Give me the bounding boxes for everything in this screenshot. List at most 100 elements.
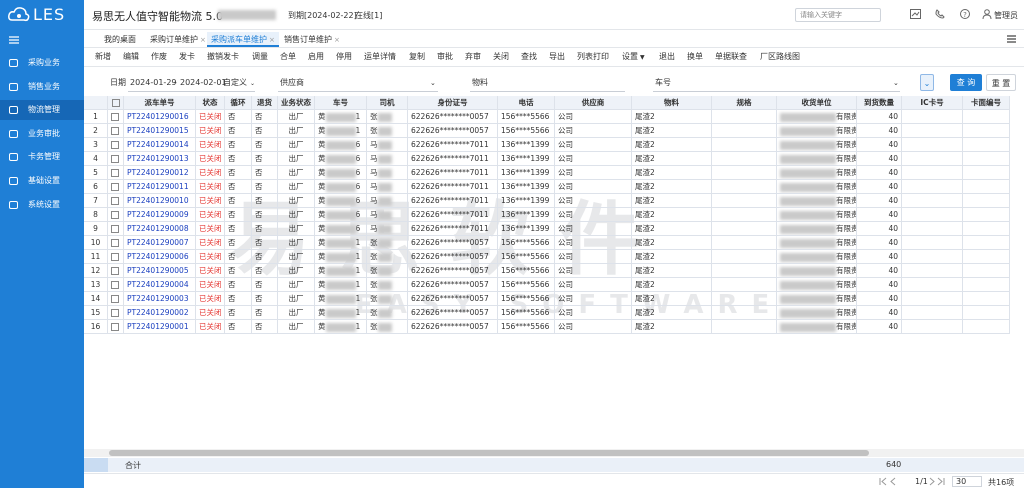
- page-next[interactable]: [929, 477, 953, 486]
- card-face-number: [963, 110, 1010, 124]
- order-number[interactable]: PT22401290006: [124, 250, 196, 264]
- tab[interactable]: 我的桌面: [100, 32, 140, 47]
- order-number[interactable]: PT22401290012: [124, 166, 196, 180]
- checkbox[interactable]: [111, 253, 119, 261]
- icon-chart[interactable]: [910, 9, 921, 19]
- tabs-menu[interactable]: [1007, 35, 1016, 43]
- sidebar-item[interactable]: 系统设置: [0, 195, 84, 215]
- order-number[interactable]: PT22401290016: [124, 110, 196, 124]
- order-number[interactable]: PT22401290008: [124, 222, 196, 236]
- toolbar-button[interactable]: 退出: [659, 52, 675, 61]
- order-number[interactable]: PT22401290002: [124, 306, 196, 320]
- sidebar-item[interactable]: 物流管理: [0, 100, 84, 121]
- sidebar-item[interactable]: 业务审批: [0, 124, 84, 144]
- toolbar-button[interactable]: 新增: [95, 52, 111, 61]
- sidebar-item[interactable]: 卡务管理: [0, 147, 84, 167]
- receiver-name: 有限责: [836, 112, 857, 121]
- car-arrow[interactable]: ⌄: [893, 79, 899, 87]
- checkbox[interactable]: [111, 127, 119, 135]
- toolbar-button[interactable]: 停用: [336, 52, 352, 61]
- toolbar-button[interactable]: 运单详情: [364, 52, 396, 61]
- date-mode[interactable]: 自定义 ⌄: [223, 78, 256, 87]
- page-size[interactable]: 30: [952, 476, 982, 487]
- menu-toggle[interactable]: [9, 36, 19, 44]
- blurred: [377, 112, 392, 122]
- reset-button[interactable]: 重 置: [986, 74, 1016, 91]
- row-index: 1: [84, 110, 108, 124]
- date-to[interactable]: 2024-02-01: [180, 78, 227, 87]
- order-number[interactable]: PT22401290010: [124, 194, 196, 208]
- user-name[interactable]: 管理员: [994, 11, 1018, 20]
- order-number[interactable]: PT22401290014: [124, 138, 196, 152]
- icon-help[interactable]: ?: [960, 9, 970, 19]
- column-header: 身份证号: [408, 96, 498, 110]
- tab[interactable]: 销售订单维护 ×: [280, 32, 344, 47]
- blurred: [377, 238, 392, 248]
- toolbar-button[interactable]: 关闭: [493, 52, 509, 61]
- tab-close[interactable]: ×: [334, 36, 340, 44]
- order-number[interactable]: PT22401290005: [124, 264, 196, 278]
- toolbar-button[interactable]: 厂区路线图: [760, 52, 800, 61]
- order-number[interactable]: PT22401290013: [124, 152, 196, 166]
- id-card: 622626********7011: [408, 194, 498, 208]
- toolbar-button[interactable]: 复制: [409, 52, 425, 61]
- material: 尾渣2: [632, 152, 712, 166]
- tab[interactable]: 采购派车单维护 ×: [207, 32, 279, 47]
- checkbox[interactable]: [111, 267, 119, 275]
- toolbar-button[interactable]: 撤销发卡: [207, 52, 239, 61]
- tab-close[interactable]: ×: [269, 36, 275, 44]
- toolbar-button[interactable]: 编辑: [123, 52, 139, 61]
- checkbox[interactable]: [111, 113, 119, 121]
- checkbox[interactable]: [111, 183, 119, 191]
- toolbar-button[interactable]: 单据联查: [715, 52, 747, 61]
- toolbar-button[interactable]: 换单: [687, 52, 703, 61]
- scroll-thumb[interactable]: [109, 450, 869, 456]
- icon-phone[interactable]: [935, 9, 945, 19]
- toolbar-button[interactable]: 调量: [252, 52, 268, 61]
- toolbar-button[interactable]: 列表打印: [577, 52, 609, 61]
- sidebar-item[interactable]: 基础设置: [0, 171, 84, 191]
- checkbox[interactable]: [111, 197, 119, 205]
- order-number[interactable]: PT22401290015: [124, 124, 196, 138]
- receiver: 有限责: [777, 208, 857, 222]
- page-prev[interactable]: [879, 477, 915, 486]
- toolbar-button[interactable]: 启用: [308, 52, 324, 61]
- date-from[interactable]: 2024-01-29: [130, 78, 177, 87]
- checkbox[interactable]: [111, 323, 119, 331]
- toolbar-button[interactable]: 合单: [280, 52, 296, 61]
- tab-close[interactable]: ×: [200, 36, 206, 44]
- column-header: 派车单号: [124, 96, 196, 110]
- toolbar-button[interactable]: 发卡: [179, 52, 195, 61]
- search-box[interactable]: 请输入关键字: [795, 8, 881, 22]
- toolbar-button[interactable]: 审批: [437, 52, 453, 61]
- order-number[interactable]: PT22401290001: [124, 320, 196, 334]
- supplier-arrow[interactable]: ⌄: [430, 79, 436, 87]
- query-button[interactable]: 查 询: [950, 74, 982, 91]
- toolbar-button[interactable]: 设置 ▼: [622, 52, 645, 61]
- tab[interactable]: 采购订单维护 ×: [146, 32, 210, 47]
- checkbox[interactable]: [111, 295, 119, 303]
- sidebar-item[interactable]: 销售业务: [0, 77, 84, 97]
- supplier: 公司: [555, 222, 632, 236]
- checkbox[interactable]: [111, 281, 119, 289]
- checkbox[interactable]: [111, 99, 120, 107]
- h-scrollbar[interactable]: [84, 449, 1024, 457]
- checkbox[interactable]: [111, 239, 119, 247]
- checkbox[interactable]: [111, 155, 119, 163]
- checkbox[interactable]: [111, 169, 119, 177]
- order-number[interactable]: PT22401290004: [124, 278, 196, 292]
- checkbox[interactable]: [111, 211, 119, 219]
- collapse-button[interactable]: ⌄: [920, 74, 934, 91]
- checkbox[interactable]: [111, 225, 119, 233]
- order-number[interactable]: PT22401290003: [124, 292, 196, 306]
- checkbox[interactable]: [111, 309, 119, 317]
- toolbar-button[interactable]: 作废: [151, 52, 167, 61]
- checkbox[interactable]: [111, 141, 119, 149]
- order-number[interactable]: PT22401290009: [124, 208, 196, 222]
- toolbar-button[interactable]: 查找: [521, 52, 537, 61]
- sidebar-item[interactable]: 采购业务: [0, 53, 84, 73]
- toolbar-button[interactable]: 导出: [549, 52, 565, 61]
- toolbar-button[interactable]: 弃审: [465, 52, 481, 61]
- order-number[interactable]: PT22401290011: [124, 180, 196, 194]
- order-number[interactable]: PT22401290007: [124, 236, 196, 250]
